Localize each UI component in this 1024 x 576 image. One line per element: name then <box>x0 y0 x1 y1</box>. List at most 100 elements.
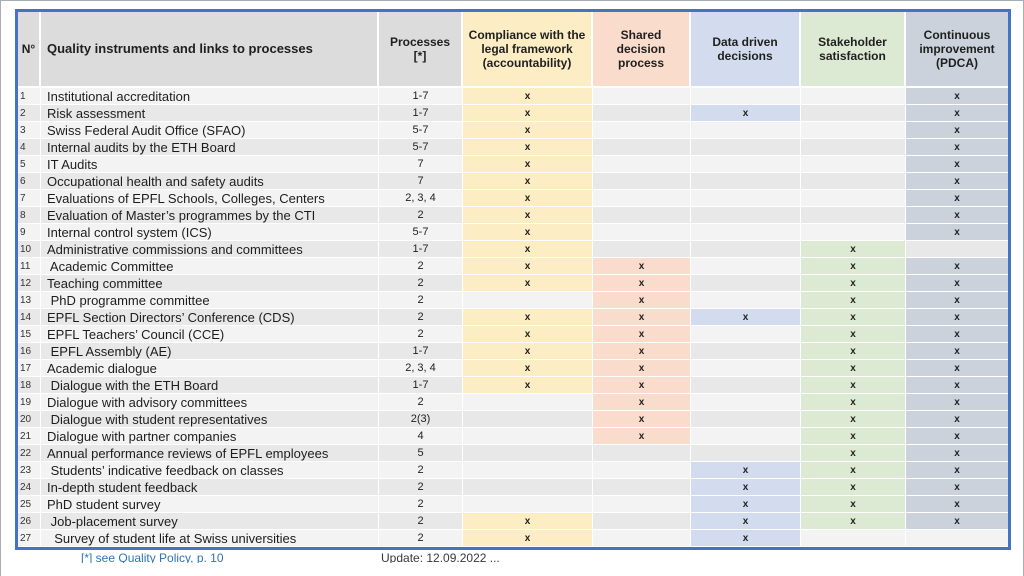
mark-shared: x <box>593 326 691 343</box>
mark-continuous: x <box>906 309 1008 326</box>
mark-shared <box>593 224 691 241</box>
row-number: 17 <box>18 360 41 377</box>
mark-stakeholder: x <box>801 496 906 513</box>
table-row: 11 Academic Committee 2 x x x x <box>18 258 1008 275</box>
mark-shared: x <box>593 343 691 360</box>
mark-compliance: x <box>463 190 593 207</box>
mark-continuous: x <box>906 156 1008 173</box>
table-row: 5 IT Audits 7 x x <box>18 156 1008 173</box>
mark-stakeholder <box>801 207 906 224</box>
mark-continuous: x <box>906 496 1008 513</box>
mark-continuous: x <box>906 394 1008 411</box>
table-body: 1 Institutional accreditation 1-7 x x 2 Risk a… <box>18 88 1008 547</box>
table-row: 4 Internal audits by the ETH Board 5-7 x x <box>18 139 1008 156</box>
mark-continuous: x <box>906 275 1008 292</box>
processes-value: 5-7 <box>379 224 463 241</box>
table-row: 10 Administrative commissions and committ… <box>18 241 1008 258</box>
mark-stakeholder: x <box>801 292 906 309</box>
row-number: 6 <box>18 173 41 190</box>
mark-data <box>691 173 801 190</box>
mark-continuous: x <box>906 326 1008 343</box>
quality-policy-footnote-link[interactable]: [*] see Quality Policy, p. 10 <box>81 551 224 563</box>
mark-shared <box>593 462 691 479</box>
table-row: 23 Students’ indicative feedback on clas… <box>18 462 1008 479</box>
table-row: 24 In-depth student feedback 2 x x x <box>18 479 1008 496</box>
mark-data: x <box>691 309 801 326</box>
mark-compliance: x <box>463 530 593 547</box>
mark-shared <box>593 530 691 547</box>
processes-value: 2 <box>379 275 463 292</box>
processes-value: 2 <box>379 309 463 326</box>
mark-compliance: x <box>463 258 593 275</box>
mark-compliance <box>463 479 593 496</box>
mark-shared <box>593 513 691 530</box>
mark-shared: x <box>593 275 691 292</box>
processes-value: 5-7 <box>379 139 463 156</box>
mark-shared <box>593 139 691 156</box>
table-row: 26 Job-placement survey 2 x x x x <box>18 513 1008 530</box>
mark-stakeholder: x <box>801 309 906 326</box>
mark-continuous: x <box>906 428 1008 445</box>
mark-stakeholder <box>801 156 906 173</box>
mark-data <box>691 139 801 156</box>
row-number: 3 <box>18 122 41 139</box>
processes-value: 2 <box>379 496 463 513</box>
processes-value: 1-7 <box>379 241 463 258</box>
mark-continuous: x <box>906 105 1008 122</box>
processes-value: 2 <box>379 292 463 309</box>
mark-stakeholder <box>801 105 906 122</box>
mark-continuous: x <box>906 224 1008 241</box>
mark-data <box>691 241 801 258</box>
mark-stakeholder <box>801 530 906 547</box>
mark-continuous: x <box>906 122 1008 139</box>
mark-stakeholder: x <box>801 445 906 462</box>
mark-stakeholder: x <box>801 377 906 394</box>
table-row: 1 Institutional accreditation 1-7 x x <box>18 88 1008 105</box>
mark-continuous: x <box>906 411 1008 428</box>
processes-value: 2 <box>379 326 463 343</box>
table-row: 6 Occupational health and safety audits 7 x… <box>18 173 1008 190</box>
row-number: 25 <box>18 496 41 513</box>
header-processes: Processes [*] <box>379 12 463 88</box>
mark-stakeholder: x <box>801 360 906 377</box>
mark-stakeholder: x <box>801 343 906 360</box>
row-number: 24 <box>18 479 41 496</box>
instrument-name: EPFL Teachers’ Council (CCE) <box>41 326 379 343</box>
table-row: 19 Dialogue with advisory committees 2 x x x <box>18 394 1008 411</box>
instrument-name: Survey of student life at Swiss universi… <box>41 530 379 547</box>
mark-data: x <box>691 462 801 479</box>
mark-data <box>691 122 801 139</box>
mark-stakeholder: x <box>801 394 906 411</box>
processes-value: 7 <box>379 156 463 173</box>
mark-compliance: x <box>463 377 593 394</box>
mark-continuous <box>906 530 1008 547</box>
mark-stakeholder <box>801 139 906 156</box>
table-row: 16 EPFL Assembly (AE) 1-7 x x x x <box>18 343 1008 360</box>
row-number: 19 <box>18 394 41 411</box>
instrument-name: Occupational health and safety audits <box>41 173 379 190</box>
header-compliance: Compliance with the legal framework (acc… <box>463 12 593 88</box>
mark-compliance: x <box>463 207 593 224</box>
mark-shared <box>593 156 691 173</box>
mark-continuous: x <box>906 445 1008 462</box>
mark-data: x <box>691 105 801 122</box>
table-row: 27 Survey of student life at Swiss unive… <box>18 530 1008 547</box>
row-number: 4 <box>18 139 41 156</box>
mark-stakeholder: x <box>801 326 906 343</box>
processes-value: 2 <box>379 394 463 411</box>
mark-compliance: x <box>463 360 593 377</box>
row-number: 8 <box>18 207 41 224</box>
mark-stakeholder <box>801 173 906 190</box>
mark-stakeholder: x <box>801 258 906 275</box>
processes-value: 2 <box>379 207 463 224</box>
processes-value: 2 <box>379 462 463 479</box>
processes-value: 1-7 <box>379 88 463 105</box>
row-number: 20 <box>18 411 41 428</box>
mark-shared: x <box>593 428 691 445</box>
instrument-name: Dialogue with student representatives <box>41 411 379 428</box>
instrument-name: In-depth student feedback <box>41 479 379 496</box>
mark-continuous: x <box>906 207 1008 224</box>
table-row: 21 Dialogue with partner companies 4 x x x <box>18 428 1008 445</box>
mark-data <box>691 207 801 224</box>
table-row: 12 Teaching committee 2 x x x x <box>18 275 1008 292</box>
